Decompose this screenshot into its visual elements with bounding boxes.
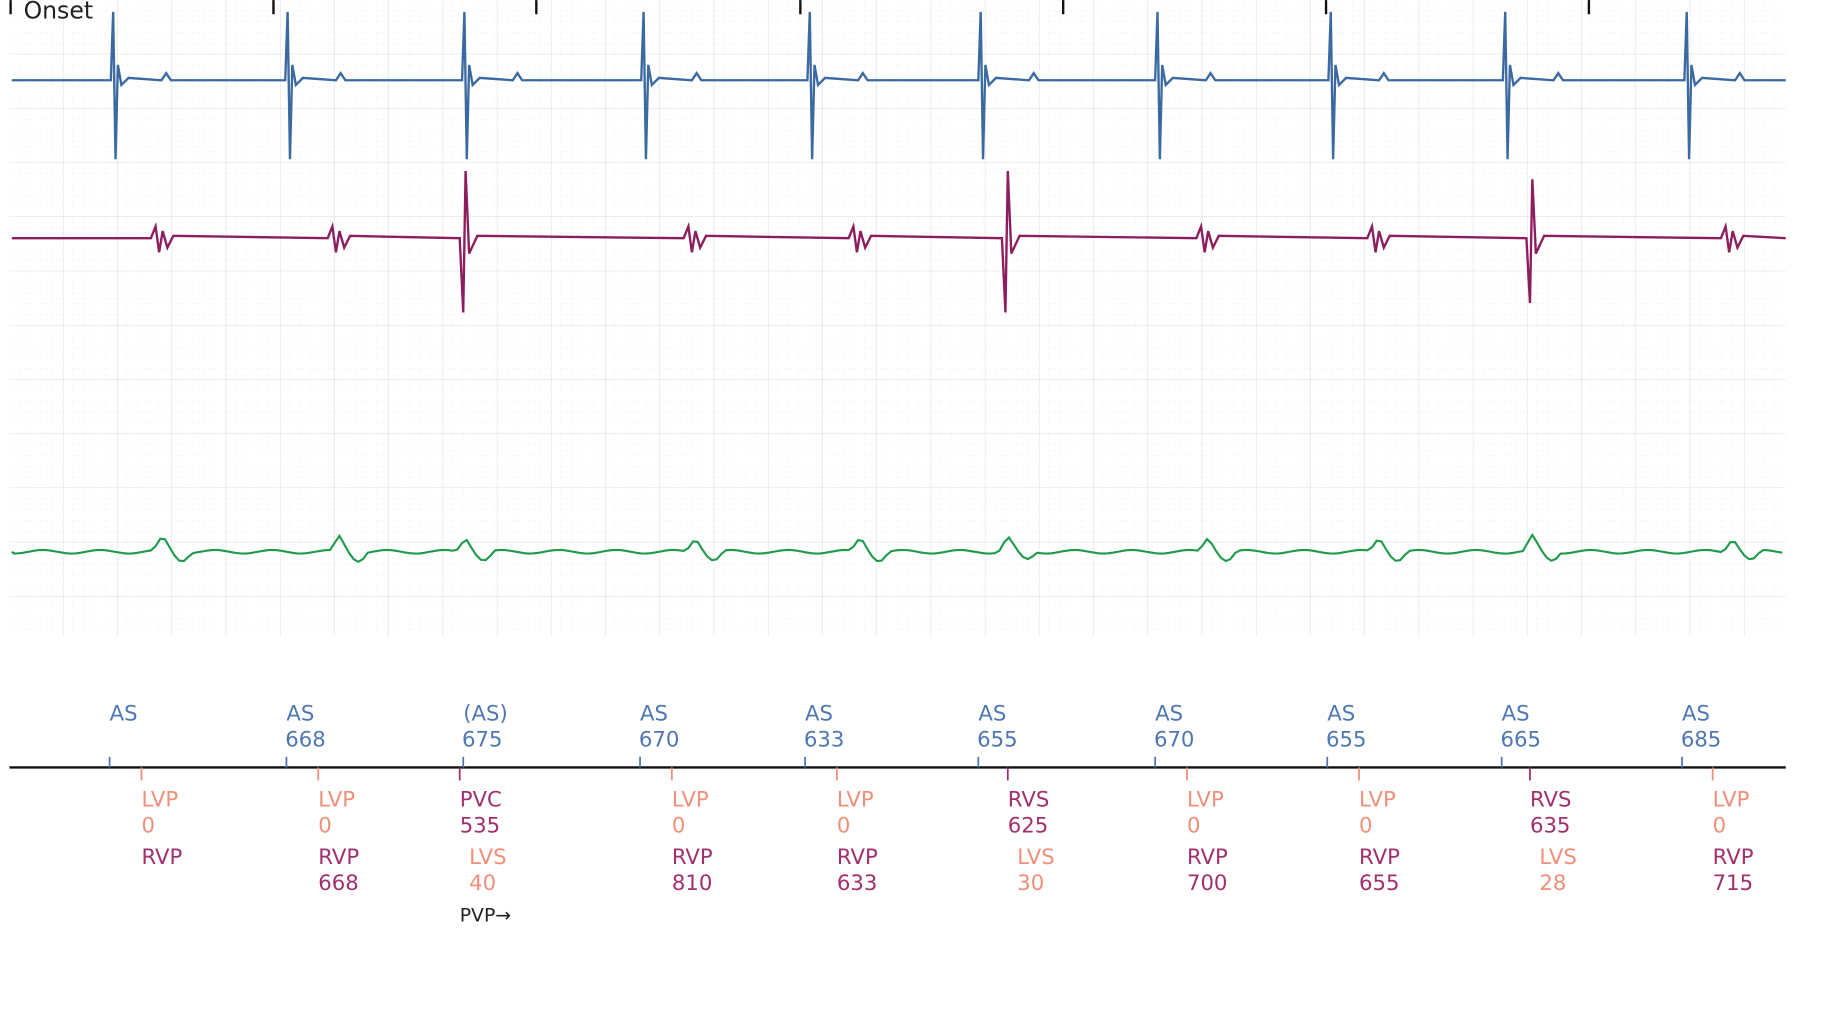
ventricular-marker-value: 810 bbox=[672, 871, 712, 896]
ventricular-marker-label: LVS bbox=[469, 845, 506, 870]
ventricular-marker-label: LVP bbox=[141, 787, 178, 812]
ventricular-marker-label: LVP bbox=[837, 787, 874, 812]
ventricular-marker-value: 0 bbox=[141, 813, 155, 838]
atrial-interval: 665 bbox=[1500, 727, 1540, 752]
ventricular-marker-value: 0 bbox=[318, 813, 332, 838]
ventricular-marker-label: LVS bbox=[1017, 845, 1054, 870]
marker-note: PVP→ bbox=[460, 905, 511, 926]
ventricular-marker-label: RVS bbox=[1530, 787, 1572, 812]
ventricular-marker-label: RVP bbox=[318, 845, 359, 870]
ventricular-marker-label: RVP bbox=[837, 845, 878, 870]
atrial-interval: 670 bbox=[1154, 727, 1194, 752]
ventricular-marker-label: RVP bbox=[1187, 845, 1228, 870]
atrial-marker-label: AS bbox=[805, 701, 833, 726]
channel-2-trace bbox=[11, 170, 1786, 313]
ventricular-marker-label: LVP bbox=[318, 787, 355, 812]
atrial-marker-label: AS bbox=[286, 701, 314, 726]
channel-1-trace bbox=[11, 11, 1786, 160]
ventricular-marker-label: LVP bbox=[1713, 787, 1750, 812]
atrial-interval: 633 bbox=[804, 727, 844, 752]
atrial-marker-label: (AS) bbox=[463, 701, 508, 726]
ventricular-marker-value: 535 bbox=[460, 813, 500, 838]
ventricular-marker-label: RVS bbox=[1008, 787, 1050, 812]
atrial-interval: 675 bbox=[462, 727, 502, 752]
ventricular-marker-label: RVP bbox=[141, 845, 182, 870]
ventricular-marker-value: 28 bbox=[1539, 871, 1566, 896]
channel-3-trace bbox=[11, 532, 1783, 563]
onset-label: Onset bbox=[24, 0, 94, 24]
ventricular-marker-value: 668 bbox=[318, 871, 358, 896]
ventricular-marker-value: 0 bbox=[837, 813, 850, 838]
ventricular-marker-value: 0 bbox=[1713, 813, 1727, 838]
atrial-marker-label: AS bbox=[110, 701, 138, 726]
ventricular-marker-value: 40 bbox=[469, 871, 496, 896]
ventricular-marker-label: LVS bbox=[1539, 845, 1576, 870]
ventricular-marker-value: 0 bbox=[1359, 813, 1373, 838]
ventricular-marker-label: RVP bbox=[1359, 845, 1400, 870]
atrial-marker-label: AS bbox=[978, 701, 1006, 726]
atrial-marker-label: AS bbox=[640, 701, 668, 726]
ventricular-marker-value: 30 bbox=[1017, 871, 1044, 896]
atrial-interval: 685 bbox=[1681, 727, 1721, 752]
ventricular-marker-label: LVP bbox=[672, 787, 709, 812]
grid bbox=[9, 0, 1786, 637]
ventricular-marker-label: LVP bbox=[1359, 787, 1396, 812]
atrial-interval: 655 bbox=[1326, 727, 1366, 752]
ventricular-marker-label: RVP bbox=[1713, 845, 1754, 870]
atrial-interval: 668 bbox=[285, 727, 325, 752]
ventricular-marker-value: 655 bbox=[1359, 871, 1399, 896]
ventricular-marker-label: RVP bbox=[672, 845, 713, 870]
atrial-interval: 670 bbox=[639, 727, 679, 752]
atrial-marker-label: AS bbox=[1327, 701, 1355, 726]
atrial-marker-label: AS bbox=[1682, 701, 1710, 726]
ventricular-marker-value: 633 bbox=[837, 871, 877, 896]
atrial-interval: 655 bbox=[977, 727, 1017, 752]
atrial-marker-label: AS bbox=[1155, 701, 1183, 726]
ventricular-marker-value: 715 bbox=[1713, 871, 1753, 896]
ventricular-marker-value: 0 bbox=[1187, 813, 1200, 838]
ventricular-marker-value: 625 bbox=[1008, 813, 1048, 838]
ventricular-marker-value: 635 bbox=[1530, 813, 1570, 838]
ventricular-marker-value: 700 bbox=[1187, 871, 1227, 896]
atrial-marker-label: AS bbox=[1502, 701, 1530, 726]
ventricular-marker-label: PVC bbox=[460, 787, 502, 812]
ventricular-marker-label: LVP bbox=[1187, 787, 1224, 812]
ventricular-marker-value: 0 bbox=[672, 813, 686, 838]
